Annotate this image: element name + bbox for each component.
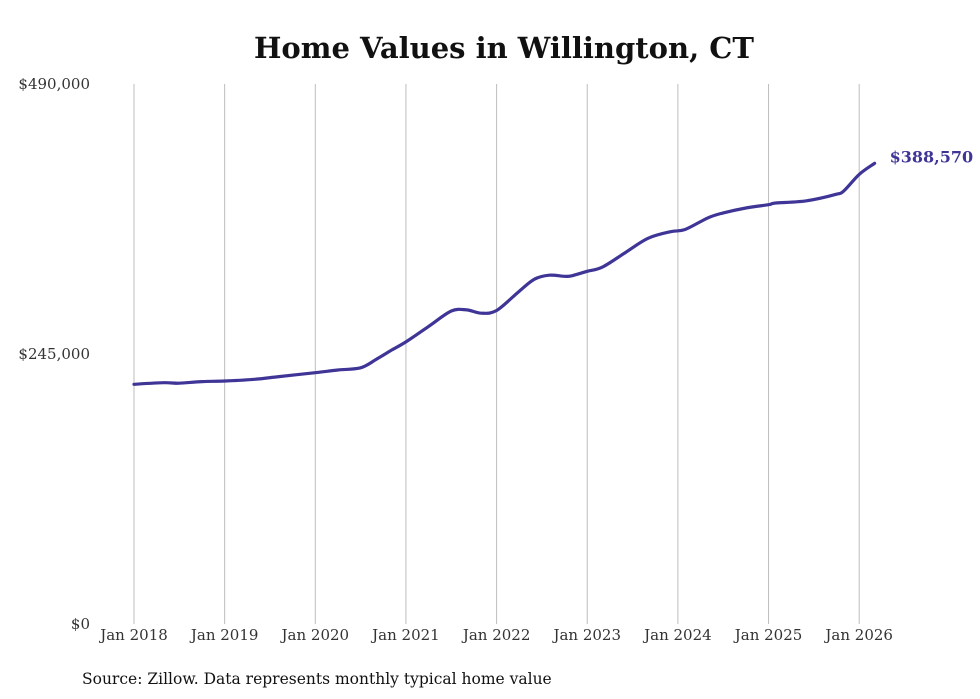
gridlines <box>133 84 860 624</box>
x-tick-label: Jan 2021 <box>370 626 440 644</box>
source-note: Source: Zillow. Data represents monthly … <box>82 670 552 688</box>
y-axis-ticks: $0 $245,000 $490,000 <box>18 75 90 633</box>
x-tick-label: Jan 2023 <box>551 626 621 644</box>
y-tick-label: $0 <box>71 615 90 633</box>
chart-title: Home Values in Willington, CT <box>254 31 754 65</box>
x-tick-label: Jan 2026 <box>823 626 893 644</box>
x-tick-label: Jan 2018 <box>98 626 168 644</box>
x-axis-ticks: Jan 2018 Jan 2019 Jan 2020 Jan 2021 Jan 2022… <box>98 626 893 644</box>
x-tick-label: Jan 2025 <box>733 626 803 644</box>
series-line-home-value <box>132 161 877 386</box>
end-value-label: $388,570 <box>890 147 974 166</box>
x-tick-label: Jan 2022 <box>461 626 531 644</box>
x-tick-label: Jan 2019 <box>189 626 259 644</box>
y-tick-label: $245,000 <box>18 345 90 363</box>
x-tick-label: Jan 2024 <box>642 626 712 644</box>
x-tick-label: Jan 2020 <box>280 626 350 644</box>
y-tick-label: $490,000 <box>18 75 90 93</box>
